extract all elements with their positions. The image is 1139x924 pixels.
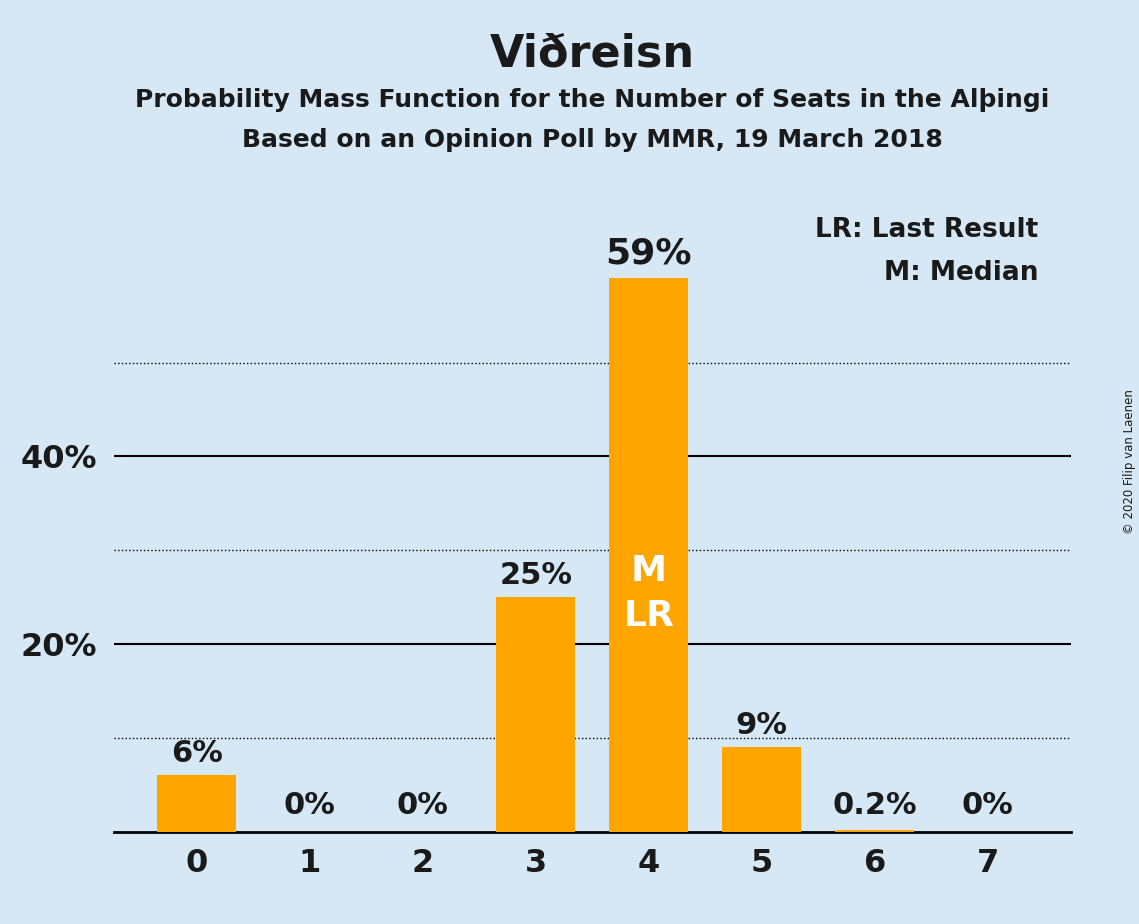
Text: M
LR: M LR <box>623 554 674 633</box>
Text: 0%: 0% <box>961 791 1014 821</box>
Text: M: Median: M: Median <box>884 260 1039 286</box>
Text: 0.2%: 0.2% <box>833 791 917 821</box>
Text: Viðreisn: Viðreisn <box>490 32 695 76</box>
Text: Probability Mass Function for the Number of Seats in the Alþingi: Probability Mass Function for the Number… <box>136 88 1049 112</box>
Text: 9%: 9% <box>736 711 788 740</box>
Bar <box>609 278 688 832</box>
Text: © 2020 Filip van Laenen: © 2020 Filip van Laenen <box>1123 390 1137 534</box>
Text: LR: Last Result: LR: Last Result <box>816 217 1039 243</box>
Text: 6%: 6% <box>171 739 223 768</box>
Text: 0%: 0% <box>284 791 336 821</box>
Text: 0%: 0% <box>396 791 449 821</box>
Bar <box>157 775 237 832</box>
Text: 59%: 59% <box>606 237 693 271</box>
Bar <box>835 830 915 832</box>
Bar <box>722 748 801 832</box>
Text: 25%: 25% <box>499 561 572 590</box>
Text: Based on an Opinion Poll by MMR, 19 March 2018: Based on an Opinion Poll by MMR, 19 Marc… <box>241 128 943 152</box>
Bar <box>497 597 575 832</box>
